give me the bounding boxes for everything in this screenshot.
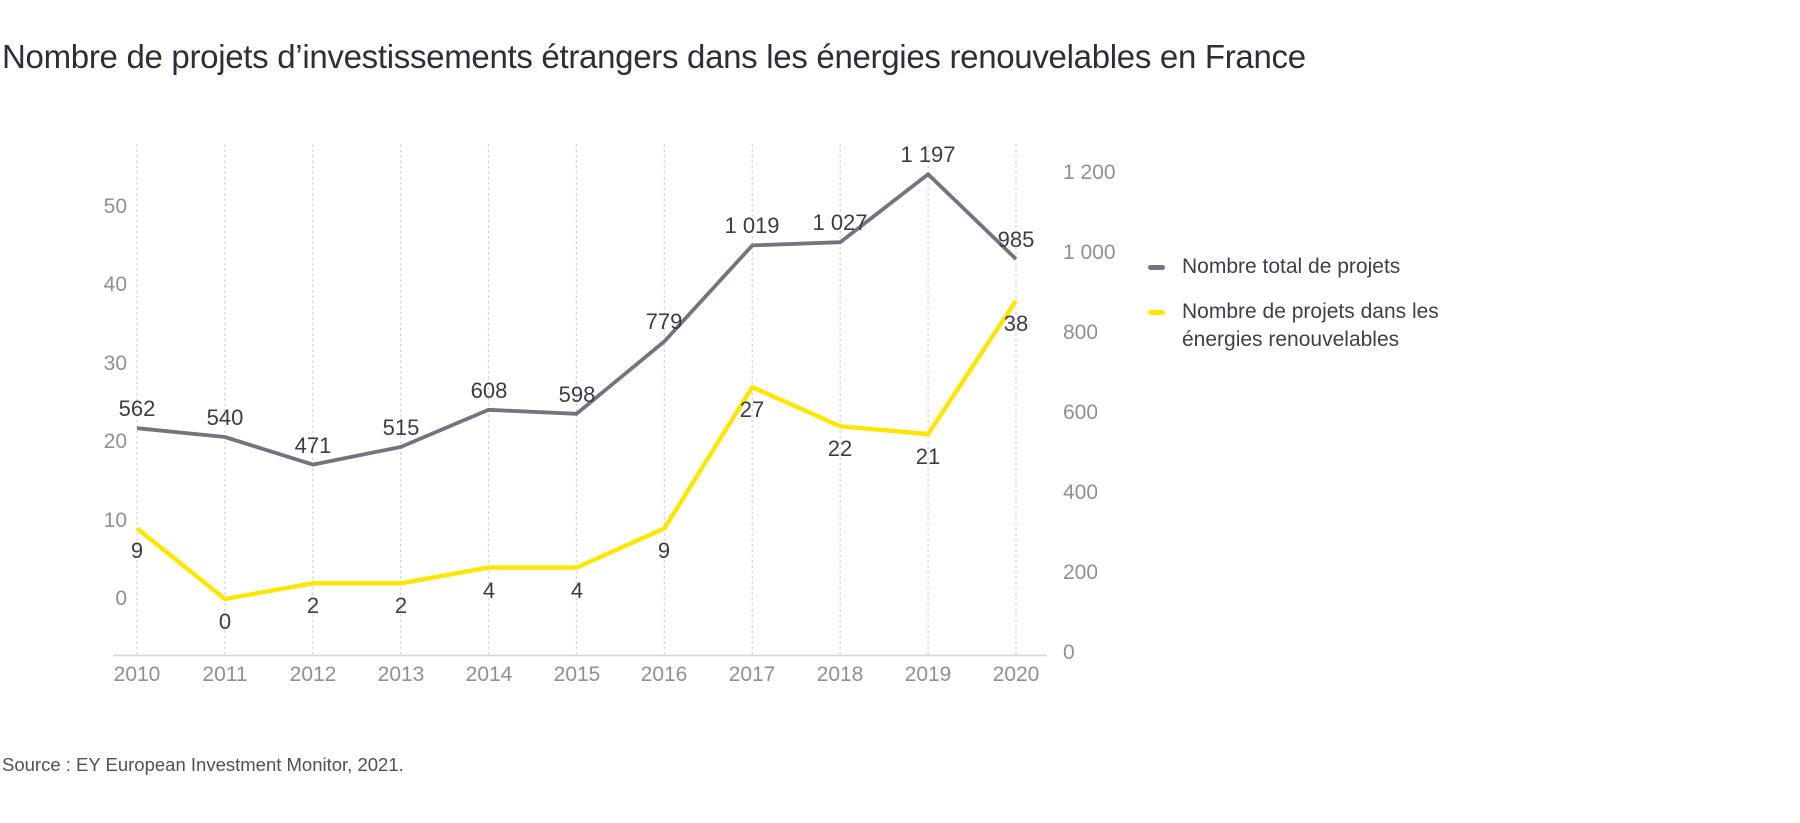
- legend-swatch-total-line-icon: [1148, 265, 1165, 270]
- x-axis-label: 2010: [113, 663, 161, 686]
- data-label-total: 1 019: [724, 213, 780, 238]
- x-axis-label: 2017: [728, 663, 776, 686]
- data-label-renewable: 38: [1003, 311, 1029, 336]
- y-axis-left-tick: 30: [103, 352, 127, 375]
- data-label-total: 985: [997, 227, 1035, 252]
- x-axis-label: 2018: [816, 663, 864, 686]
- y-axis-left-tick: 0: [115, 587, 127, 610]
- chart-legend: Nombre total de projets Nombre de projet…: [1148, 253, 1482, 371]
- data-label-renewable: 4: [570, 578, 584, 603]
- legend-item-total: Nombre total de projets: [1148, 253, 1482, 281]
- plot-svg: [113, 144, 1047, 657]
- data-label-renewable: 2: [306, 593, 320, 618]
- data-label-total: 471: [294, 433, 332, 458]
- y-axis-left-tick: 40: [103, 273, 127, 296]
- x-axis-label: 2011: [202, 663, 248, 686]
- x-axis-label: 2014: [465, 663, 513, 686]
- data-label-renewable: 0: [218, 609, 232, 634]
- series-line-total: [136, 172, 1018, 467]
- data-label-total: 779: [645, 309, 683, 334]
- legend-item-renewable: Nombre de projets dans les énergies reno…: [1148, 298, 1482, 354]
- y-axis-right-tick: 0: [1063, 641, 1075, 664]
- y-axis-right-tick: 1 000: [1063, 241, 1116, 264]
- legend-label-renewable: Nombre de projets dans les énergies reno…: [1182, 300, 1439, 351]
- x-axis-label: 2015: [553, 663, 601, 686]
- y-axis-right-tick: 600: [1063, 401, 1099, 424]
- data-label-total: 515: [382, 415, 420, 440]
- data-label-total: 608: [470, 378, 508, 403]
- data-label-total: 598: [558, 382, 596, 407]
- data-label-renewable: 22: [827, 436, 853, 461]
- x-axis-label: 2019: [904, 663, 952, 686]
- data-label-total: 1 197: [900, 142, 956, 167]
- data-label-total: 540: [206, 405, 244, 430]
- y-axis-left-tick: 50: [103, 195, 127, 218]
- series-line-renewable: [135, 299, 1018, 602]
- x-axis-label: 2020: [992, 663, 1040, 686]
- y-axis-right-tick: 400: [1063, 481, 1099, 504]
- x-axis-label: 2013: [377, 663, 425, 686]
- data-label-renewable: 2: [394, 593, 408, 618]
- data-label-renewable: 21: [915, 444, 941, 469]
- x-axis-label: 2012: [289, 663, 337, 686]
- y-axis-right-tick: 1 200: [1063, 161, 1116, 184]
- y-axis-left-tick: 20: [103, 430, 127, 453]
- data-label-renewable: 9: [130, 538, 144, 563]
- data-label-renewable: 27: [739, 397, 765, 422]
- x-axis-label: 2016: [640, 663, 688, 686]
- data-label-total: 1 027: [812, 210, 868, 235]
- data-label-renewable: 9: [657, 538, 671, 563]
- legend-label-total: Nombre total de projets: [1182, 255, 1401, 278]
- data-label-renewable: 4: [482, 578, 496, 603]
- source-note: Source : EY European Investment Monitor,…: [2, 754, 404, 775]
- chart-title: Nombre de projets d’investissements étra…: [2, 38, 1306, 75]
- y-axis-right-tick: 800: [1063, 321, 1099, 344]
- legend-swatch-renewable-line-icon: [1148, 310, 1165, 315]
- data-label-total: 562: [118, 396, 156, 421]
- y-axis-right-tick: 200: [1063, 561, 1099, 584]
- y-axis-left-tick: 10: [103, 509, 127, 532]
